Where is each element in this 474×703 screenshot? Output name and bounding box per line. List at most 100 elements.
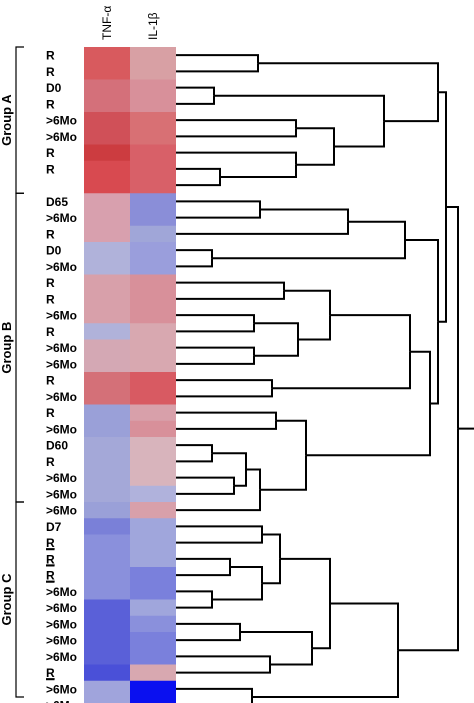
group-label: Group C [0,573,14,626]
heatmap-cell [84,420,130,438]
heatmap-cell [84,550,130,568]
heatmap-cell [130,599,176,617]
dendrogram-branch [176,622,241,632]
heatmap-cell [130,355,176,373]
group-bracket [15,192,24,503]
row-label: >6Mo [46,682,77,696]
row-label: R [46,374,55,388]
heatmap-cell [84,160,130,178]
dendrogram-branch [176,314,255,324]
heatmap-cell [84,225,130,243]
heatmap-cell [130,307,176,324]
heatmap-cell [130,79,176,97]
heatmap-cell [130,209,176,227]
dendrogram-branch [296,127,335,147]
dendrogram-branch [246,468,261,490]
heatmap-cell [130,567,176,584]
heatmap-cell [84,209,130,227]
heatmap-cell [130,502,176,519]
row-label: D60 [46,439,68,453]
dendrogram-branch [272,351,411,390]
heatmap [84,47,176,703]
heatmap-cell [130,177,176,194]
heatmap-cell [84,112,130,129]
heatmap-cell [84,290,130,308]
heatmap-cell [130,258,176,276]
heatmap-cell [84,372,130,389]
heatmap-cell [130,697,176,703]
dendrogram-branch [176,599,213,609]
heatmap-cell [130,95,176,113]
row-label: >6Mo [46,471,77,485]
dendrogram-branch [240,631,313,649]
row-label: >6Mo [46,260,77,274]
heatmap-cell [130,63,176,81]
dendrogram-branch [176,281,285,291]
row-label: R [46,162,55,176]
dendrogram-branch [260,455,307,491]
dendrogram-branch [258,62,439,93]
heatmap-cell [130,583,176,601]
row-label: R [46,276,55,290]
dendrogram-branch [270,648,313,666]
heatmap-cell [130,242,176,259]
dendrogram-branch [176,209,261,219]
row-label: >6Mo [46,309,77,323]
heatmap-cell [84,697,130,703]
dendrogram-branch [176,557,231,567]
heatmap-cell [130,615,176,633]
dendrogram-branch [176,525,263,535]
heatmap-cell [84,274,130,292]
group-bracket [15,46,24,194]
row-label: >6Mo [46,422,77,436]
heatmap-cell [84,47,130,64]
row-label: D65 [46,195,68,209]
dendrogram-branch [176,249,213,259]
dendrogram-branch [176,119,297,129]
dendrogram-branch [306,403,431,457]
heatmap-cell [130,664,176,682]
dendrogram-branch [262,533,281,559]
heatmap-cell [130,534,176,552]
dendrogram-branch [212,583,263,601]
row-label: R [46,49,55,63]
row-label: R [46,146,55,160]
dendrogram-branch [405,238,439,322]
row-label: D7 [46,520,62,534]
dendrogram-branch [220,164,297,178]
row-label: R [46,455,55,469]
heatmap-cell [130,290,176,308]
dendrogram-branch [410,350,431,404]
row-label: R [46,227,55,241]
row-label: >6Mo [46,585,77,599]
dendrogram-branch [176,151,297,165]
row-label: >6Mo [46,634,77,648]
dendrogram-branch [398,428,459,652]
dendrogram-branch [176,411,277,421]
dendrogram-branch [176,379,273,389]
row-label: D0 [46,81,62,95]
heatmap-cell [84,502,130,519]
group-label: Group B [0,322,14,374]
dendrogram-branch [252,650,399,698]
dendrogram-branch [334,121,385,148]
heatmap-cell [130,469,176,487]
row-label: >6Mo [46,699,77,703]
heatmap-cell [130,372,176,389]
heatmap-cell [130,128,176,146]
row-label: >6Mo [46,341,77,355]
dendrogram-branch [298,315,331,341]
heatmap-cell [84,63,130,81]
heatmap-cell [84,307,130,324]
heatmap-cell [130,453,176,471]
heatmap-cell [84,648,130,666]
column-header: TNF-α [100,6,114,40]
dendrogram-branch [276,419,307,456]
dendrogram-branch [176,534,263,544]
heatmap-cell [84,567,130,584]
heatmap-cell [84,583,130,601]
dendrogram-branch [176,54,259,64]
dendrogram-branch [176,632,241,642]
heatmap-cell [130,404,176,422]
dendrogram-branch [260,208,349,222]
